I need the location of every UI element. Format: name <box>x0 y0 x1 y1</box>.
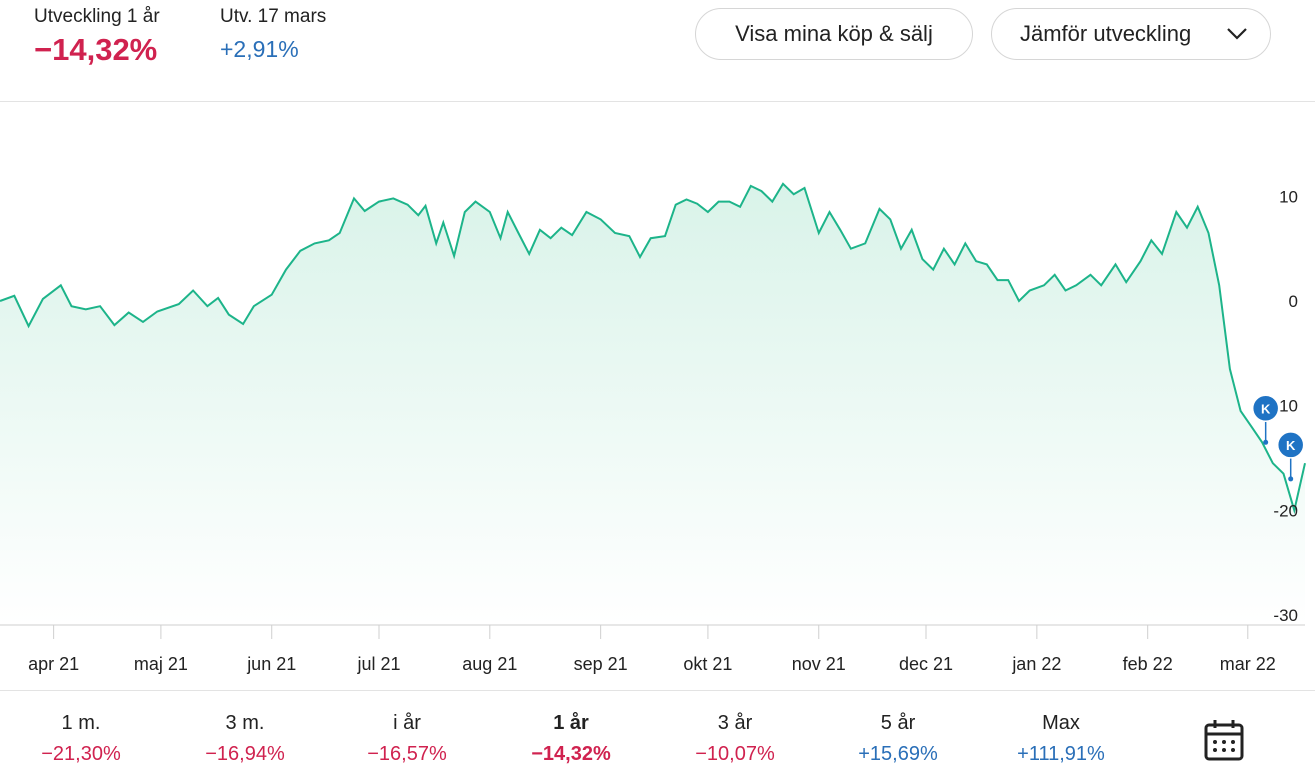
chart-series-line <box>0 182 1306 515</box>
trade-marker-point <box>1288 476 1294 482</box>
period-value: −10,07% <box>695 743 775 765</box>
chart-area-fill <box>0 183 1305 626</box>
period-value: +111,91% <box>1017 743 1105 765</box>
x-tick-label: sep 21 <box>574 654 628 674</box>
trade-marker[interactable] <box>1251 394 1280 423</box>
x-tick-label: nov 21 <box>792 654 846 674</box>
period-option[interactable]: i år −16,57% <box>347 712 467 766</box>
period-label: 3 m. <box>225 712 265 734</box>
x-tick-label: okt 21 <box>683 654 732 674</box>
stat-1-year-value: −14,32% <box>34 32 158 67</box>
period-option[interactable]: 3 år −10,07% <box>675 712 795 766</box>
x-tick-label: feb 22 <box>1123 654 1173 674</box>
trade-marker-point <box>1263 439 1269 445</box>
show-trades-button[interactable]: Visa mina köp & sälj <box>695 8 973 60</box>
period-value: −16,94% <box>205 743 285 765</box>
period-option[interactable]: 3 m. −16,94% <box>185 712 305 766</box>
period-label: 3 år <box>717 712 753 734</box>
trade-marker-label: K <box>1286 438 1296 453</box>
period-value: −14,32% <box>531 743 611 765</box>
period-value: +15,69% <box>858 743 938 765</box>
compare-dropdown-button[interactable]: Jämför utveckling <box>991 8 1271 60</box>
x-tick-label: maj 21 <box>134 654 188 674</box>
performance-chart[interactable]: 10 0 -10 -20 -30 apr 21 maj 21 jun 21 jul 21 aug… <box>0 102 1315 692</box>
x-tick-label: jun 21 <box>246 654 296 674</box>
y-tick-label: -20 <box>1273 501 1298 520</box>
period-value: −16,57% <box>367 743 447 765</box>
chevron-down-icon <box>1227 28 1247 40</box>
x-tick-label: mar 22 <box>1220 654 1276 674</box>
y-tick-label: 10 <box>1279 187 1298 206</box>
x-tick-label: jan 22 <box>1011 654 1061 674</box>
show-trades-label: Visa mina köp & sälj <box>735 21 933 46</box>
x-tick-label: apr 21 <box>28 654 79 674</box>
stat-1-year: Utveckling 1 år −14,32% <box>34 6 160 68</box>
period-option[interactable]: 1 år −14,32% <box>511 712 631 766</box>
period-label: 5 år <box>880 712 916 734</box>
period-label: 1 år <box>553 712 589 734</box>
period-option[interactable]: 5 år +15,69% <box>838 712 958 766</box>
period-label: i år <box>393 712 421 734</box>
stat-today: Utv. 17 mars +2,91% <box>220 6 326 63</box>
trade-marker-label: K <box>1261 401 1271 416</box>
calendar-icon[interactable] <box>1204 719 1244 761</box>
stat-today-label: Utv. 17 mars <box>220 6 327 27</box>
x-tick-label: dec 21 <box>899 654 953 674</box>
stat-1-year-label: Utveckling 1 år <box>34 6 160 27</box>
y-tick-label: -10 <box>1273 397 1298 416</box>
stat-today-value: +2,91% <box>220 36 299 62</box>
trade-marker[interactable] <box>1276 431 1305 459</box>
period-divider <box>0 690 1315 691</box>
period-label: Max <box>1042 712 1080 734</box>
period-value: −21,30% <box>41 743 121 765</box>
x-tick-label: jul 21 <box>356 654 400 674</box>
y-tick-label: -30 <box>1273 606 1298 625</box>
x-tick-label: aug 21 <box>462 654 517 674</box>
compare-label: Jämför utveckling <box>1020 21 1192 46</box>
y-tick-label: 0 <box>1289 292 1298 311</box>
period-option[interactable]: Max +111,91% <box>1001 712 1121 766</box>
header-divider <box>0 101 1315 102</box>
period-option[interactable]: 1 m. −21,30% <box>21 712 141 766</box>
period-label: 1 m. <box>61 712 101 734</box>
